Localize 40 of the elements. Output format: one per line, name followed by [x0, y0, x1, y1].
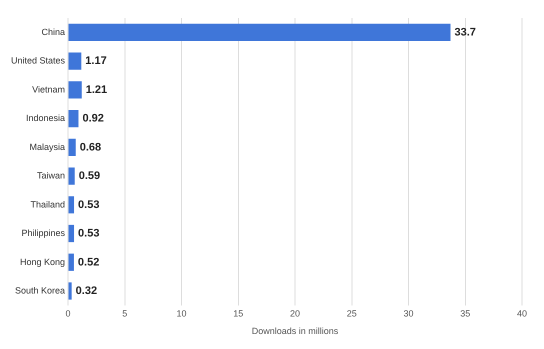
- x-tick-label: 25: [346, 308, 357, 318]
- data-label: 1.21: [86, 84, 108, 96]
- bar: [68, 52, 82, 70]
- x-tick-label: 40: [516, 308, 528, 318]
- y-tick-label: Malaysia: [30, 142, 66, 152]
- bar: [68, 282, 72, 300]
- x-tick-label: 10: [176, 308, 187, 318]
- data-label: 0.32: [76, 285, 98, 298]
- data-label: 0.53: [78, 198, 100, 211]
- x-tick-label: 30: [404, 308, 414, 318]
- bar: [68, 110, 78, 128]
- data-label: 1.17: [85, 55, 107, 68]
- y-tick-label: United States: [11, 56, 66, 66]
- bar: [68, 196, 74, 214]
- y-tick-label: Hong Kong: [20, 256, 66, 267]
- y-tick-label: Indonesia: [26, 113, 66, 124]
- bar: [68, 254, 74, 271]
- data-label: 0.59: [78, 170, 100, 182]
- bar: [68, 167, 75, 185]
- y-tick-label: China: [42, 26, 66, 37]
- y-tick-label: South Korea: [14, 286, 66, 296]
- data-label: 0.52: [78, 256, 100, 268]
- bar: [68, 81, 82, 98]
- x-axis-title: Downloads in millions: [252, 326, 339, 336]
- x-tick-label: 35: [460, 308, 470, 318]
- data-label: 0.68: [80, 141, 102, 154]
- bar: [68, 224, 74, 242]
- y-tick-label: Vietnam: [32, 84, 66, 94]
- x-tick-label: 5: [122, 308, 128, 318]
- bar: [68, 138, 76, 156]
- x-tick-label: 0: [66, 308, 71, 318]
- x-tick-label: 20: [290, 308, 300, 318]
- y-tick-label: Taiwan: [37, 170, 66, 181]
- data-label: 33.7: [454, 26, 476, 38]
- y-tick-label: Thailand: [30, 199, 66, 210]
- x-tick-label: 15: [233, 308, 244, 318]
- data-label: 0.53: [78, 228, 100, 240]
- data-label: 0.92: [82, 112, 104, 125]
- y-tick-label: Philippines: [22, 228, 66, 238]
- bar: [68, 24, 450, 41]
